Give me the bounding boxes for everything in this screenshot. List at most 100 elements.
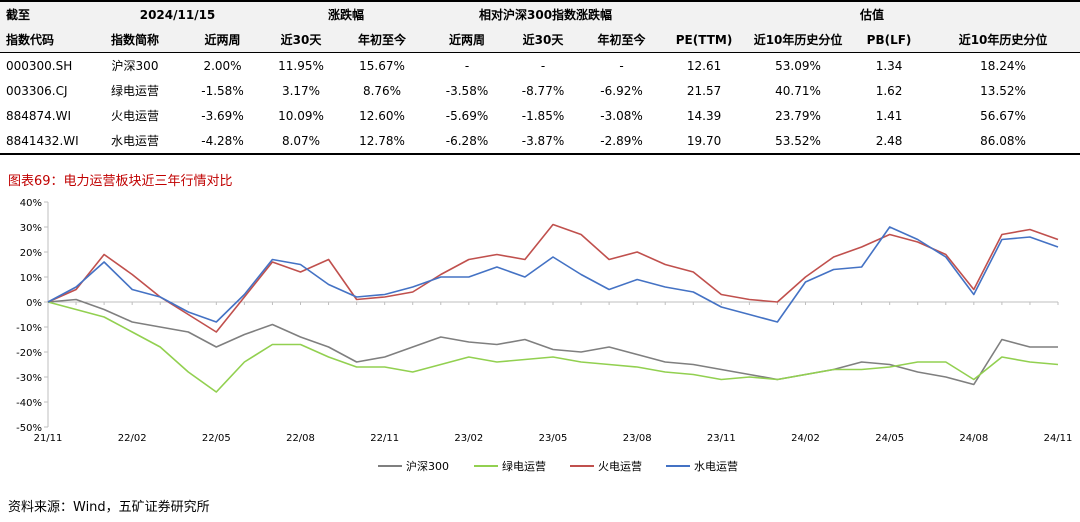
x-tick-label: 22/05 xyxy=(202,433,231,444)
table-cell: 2.00% xyxy=(203,58,242,73)
table-cell: -8.77% xyxy=(521,83,565,98)
table-header-row-2: 指数代码 指数简称 近两周 近30天 年初至今 近两周 近30天 年初至今 PE… xyxy=(0,27,1080,53)
table-cell: 86.08% xyxy=(926,128,1080,155)
table-cell: 3.17% xyxy=(281,83,321,98)
column-header: 近两周 xyxy=(427,27,508,53)
x-tick-label: 23/02 xyxy=(454,433,483,444)
performance-table: 截至 2024/11/15 涨跌幅 相对沪深300指数涨跌幅 估值 指数代码 指… xyxy=(0,0,1080,155)
source-note: 资料来源：Wind，五矿证券研究所 xyxy=(8,500,210,515)
table-cell: 003306.CJ xyxy=(6,83,68,98)
column-header: 近30天 xyxy=(265,27,337,53)
table-cell: 11.95% xyxy=(278,58,324,73)
x-tick-label: 23/05 xyxy=(539,433,568,444)
table-cell: 水电运营 xyxy=(90,128,180,155)
column-header: 指数代码 xyxy=(0,27,90,53)
table-cell: 12.60% xyxy=(359,108,405,123)
table-cell: -1.85% xyxy=(521,108,565,123)
table-row: 8841432.WI 水电运营 -4.28% 8.07% 12.78% -6.2… xyxy=(0,128,1080,155)
table-row: 003306.CJ 绿电运营 -1.58% 3.17% 8.76% -3.58%… xyxy=(0,78,1080,103)
table-cell: - xyxy=(540,58,546,73)
x-tick-label: 24/02 xyxy=(791,433,820,444)
table-cell: 1.62 xyxy=(875,83,903,98)
y-tick-label: 10% xyxy=(20,273,42,284)
table-header-row-1: 截至 2024/11/15 涨跌幅 相对沪深300指数涨跌幅 估值 xyxy=(0,0,1080,27)
table-cell: - xyxy=(619,58,624,73)
chart-legend: 沪深300 绿电运营 火电运营 水电运营 xyxy=(378,459,738,473)
y-tick-label: 30% xyxy=(20,223,42,234)
table-cell: 2.48 xyxy=(852,128,927,155)
y-tick-label: 40% xyxy=(20,198,42,209)
x-tick-label: 22/11 xyxy=(370,433,399,444)
date-value: 2024/11/15 xyxy=(90,0,265,27)
column-header: 近10年历史分位 xyxy=(744,27,853,53)
x-tick-label: 21/11 xyxy=(34,433,63,444)
figure-caption: 图表69：电力运营板块近三年行情对比 xyxy=(8,174,233,189)
chart-series-lines xyxy=(47,223,1059,393)
series-line xyxy=(47,223,1059,333)
table-cell: 000300.SH xyxy=(6,58,73,73)
table-cell: - xyxy=(464,58,470,73)
table-cell: 884874.WI xyxy=(6,108,72,123)
table-cell: 15.67% xyxy=(359,58,405,73)
table-cell: 56.67% xyxy=(980,108,1026,123)
table-cell: 12.78% xyxy=(337,128,428,155)
y-tick-label: 20% xyxy=(20,248,42,259)
group-valuation-header: 估值 xyxy=(664,0,1080,27)
table-cell: 1.34 xyxy=(875,58,903,73)
table-cell: 40.71% xyxy=(775,83,821,98)
table-cell: 12.61 xyxy=(686,58,722,73)
group-relative-header: 相对沪深300指数涨跌幅 xyxy=(427,0,665,27)
column-header: 近30天 xyxy=(507,27,580,53)
table-cell: 14.39 xyxy=(686,108,722,123)
table-cell: -6.28% xyxy=(427,128,508,155)
series-line xyxy=(47,298,1058,386)
x-tick-label: 22/02 xyxy=(118,433,147,444)
y-tick-label: -50% xyxy=(16,423,42,434)
table-cell: 21.57 xyxy=(686,83,722,98)
column-header: 近两周 xyxy=(180,27,265,53)
legend-label: 水电运营 xyxy=(694,459,738,473)
table-cell: -5.69% xyxy=(445,108,489,123)
series-line xyxy=(47,301,1059,393)
column-header: 指数简称 xyxy=(90,27,180,53)
table-cell: -1.58% xyxy=(201,83,244,98)
line-chart: 40% 30% 20% 10% 0% -10% -20% -30% -40% -50%21/11 2… xyxy=(16,198,1072,473)
group-change-header: 涨跌幅 xyxy=(265,0,428,27)
table-cell: 绿电运营 xyxy=(110,84,159,98)
y-tick-label: -20% xyxy=(16,348,42,359)
y-tick-label: 0% xyxy=(26,298,42,309)
table-cell: 8.76% xyxy=(362,83,402,98)
table-cell: 火电运营 xyxy=(110,109,159,123)
table-row: 000300.SH 沪深300 2.00% 11.95% 15.67% - - … xyxy=(0,53,1080,79)
table-cell: -4.28% xyxy=(180,128,265,155)
table-cell: -3.87% xyxy=(507,128,580,155)
x-tick-label: 23/11 xyxy=(707,433,736,444)
x-tick-label: 22/08 xyxy=(286,433,315,444)
table-cell: -3.58% xyxy=(445,83,489,98)
chart-axes: 40% 30% 20% 10% 0% -10% -20% -30% -40% -50%21/11 2… xyxy=(16,198,1072,444)
date-label: 截至 xyxy=(0,0,90,27)
table-cell: -2.89% xyxy=(579,128,665,155)
table-cell: -6.92% xyxy=(600,83,643,98)
legend-label: 火电运营 xyxy=(598,459,642,473)
table-cell: 53.52% xyxy=(744,128,853,155)
table-cell: 53.09% xyxy=(775,58,821,73)
series-line xyxy=(47,226,1059,323)
x-tick-label: 24/08 xyxy=(959,433,988,444)
table-cell: 沪深300 xyxy=(111,59,159,73)
y-tick-label: -30% xyxy=(16,373,42,384)
table-cell: 8841432.WI xyxy=(0,128,90,155)
table-cell: 19.70 xyxy=(664,128,745,155)
x-tick-label: 24/05 xyxy=(875,433,904,444)
table-cell: -3.69% xyxy=(201,108,244,123)
column-header: 近10年历史分位 xyxy=(926,27,1080,53)
table-cell: 13.52% xyxy=(980,83,1026,98)
table-row: 884874.WI 火电运营 -3.69% 10.09% 12.60% -5.6… xyxy=(0,103,1080,128)
column-header: 年初至今 xyxy=(579,27,665,53)
column-header: PB(LF) xyxy=(852,27,927,53)
table-cell: 10.09% xyxy=(278,108,324,123)
table-cell: 1.41 xyxy=(875,108,903,123)
x-tick-label: 23/08 xyxy=(623,433,652,444)
x-tick-label: 24/11 xyxy=(1044,433,1073,444)
table-cell: 8.07% xyxy=(265,128,337,155)
